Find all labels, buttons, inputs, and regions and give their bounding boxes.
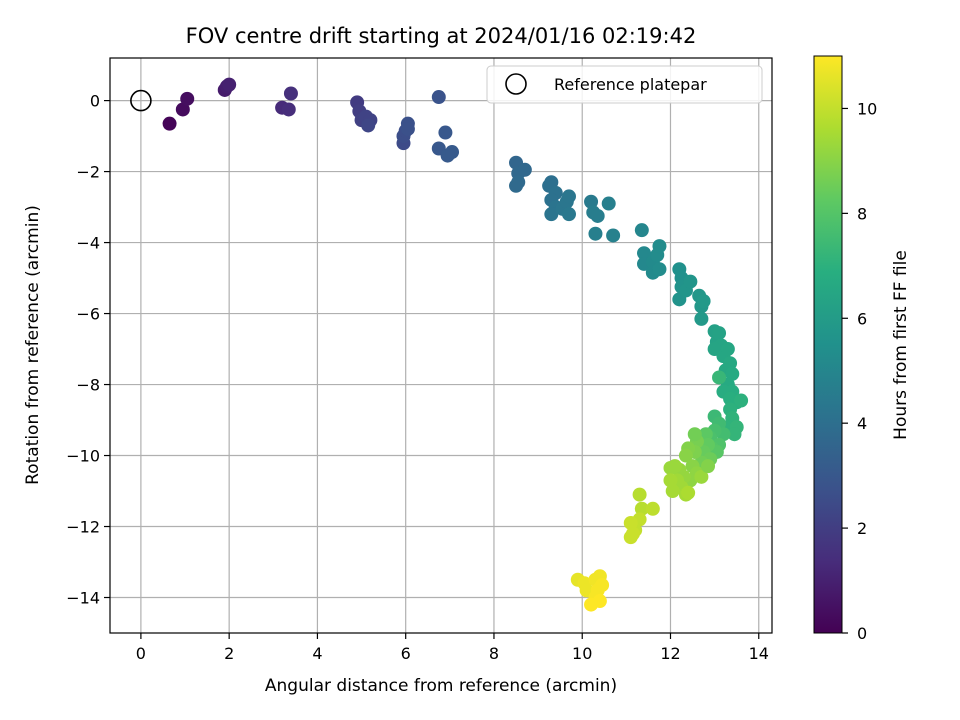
data-point: [652, 262, 667, 277]
data-point: [687, 427, 702, 442]
data-point: [678, 448, 693, 463]
data-point: [727, 427, 742, 442]
data-point: [544, 175, 559, 190]
data-point: [712, 326, 727, 341]
chart-title: FOV centre drift starting at 2024/01/16 …: [186, 24, 697, 48]
colorbar-tick-label: 10: [857, 99, 877, 118]
y-tick-label: −6: [76, 305, 100, 324]
data-point: [162, 116, 177, 131]
y-axis-ticks: 0 −2 −4 −6 −8 −10 −12 −14: [66, 92, 110, 608]
data-point: [584, 597, 599, 612]
colorbar-tick-label: 8: [857, 204, 867, 223]
data-point: [517, 162, 532, 177]
colorbar-tick-label: 0: [857, 624, 867, 643]
legend-box: [486, 65, 763, 104]
data-point: [725, 366, 740, 381]
data-point: [584, 194, 599, 209]
y-tick-label: −2: [76, 163, 100, 182]
data-point: [634, 223, 649, 238]
plot-frame: [109, 57, 773, 634]
y-tick-label: −4: [76, 234, 100, 253]
data-point: [634, 501, 649, 516]
x-tick-label: 12: [660, 644, 680, 663]
data-point: [601, 196, 616, 211]
data-point: [663, 460, 678, 475]
data-point: [632, 487, 647, 502]
data-point: [544, 207, 559, 222]
y-tick-label: −10: [66, 447, 100, 466]
data-point: [283, 86, 298, 101]
data-point: [734, 393, 749, 408]
data-point: [712, 370, 727, 385]
x-tick-label: 4: [312, 644, 322, 663]
legend-entry-reference-platepar: Reference platepar: [554, 75, 707, 94]
data-point: [561, 189, 576, 204]
data-point: [561, 207, 576, 222]
data-point: [511, 175, 526, 190]
data-point: [683, 274, 698, 289]
legend-open-circle-icon: [505, 73, 527, 95]
data-points: [162, 77, 749, 612]
x-tick-label: 0: [136, 644, 146, 663]
data-point: [623, 515, 638, 530]
data-point: [665, 484, 680, 499]
data-point: [637, 246, 652, 261]
colorbar: [813, 55, 843, 634]
x-tick-label: 8: [489, 644, 499, 663]
data-point: [588, 226, 603, 241]
data-point: [652, 239, 667, 254]
data-point: [445, 145, 460, 160]
data-point: [222, 77, 237, 92]
data-point: [696, 294, 711, 309]
data-point: [431, 90, 446, 105]
x-tick-label: 14: [749, 644, 769, 663]
colorbar-label: Hours from first FF file: [891, 250, 911, 440]
data-point: [694, 469, 709, 484]
data-point: [645, 501, 660, 516]
legend: Reference platepar: [486, 65, 763, 104]
y-tick-label: 0: [90, 92, 100, 111]
data-point: [438, 125, 453, 140]
x-tick-label: 2: [224, 644, 234, 663]
data-point: [606, 228, 621, 243]
y-tick-label: −8: [76, 376, 100, 395]
x-axis-ticks: 0 2 4 6 8 10 12 14: [136, 633, 769, 663]
data-point: [701, 459, 716, 474]
data-point: [180, 91, 195, 106]
colorbar-tick-label: 2: [857, 519, 867, 538]
x-tick-label: 10: [572, 644, 592, 663]
reference-platepar-marker: [130, 89, 152, 112]
data-point: [681, 485, 696, 500]
data-point: [400, 121, 415, 136]
data-point: [625, 526, 640, 541]
data-point: [281, 102, 296, 117]
y-tick-label: −14: [66, 589, 100, 608]
y-tick-label: −12: [66, 518, 100, 537]
x-axis-label: Angular distance from reference (arcmin): [265, 676, 617, 696]
colorbar-tick-label: 6: [857, 309, 867, 328]
x-tick-label: 6: [401, 644, 411, 663]
colorbar-tick-label: 4: [857, 414, 867, 433]
data-point: [590, 208, 605, 223]
colorbar-ticks: 0 2 4 6 8 10: [842, 99, 877, 643]
y-axis-label: Rotation from reference (arcmin): [23, 205, 43, 485]
data-point: [175, 102, 190, 117]
data-point: [720, 342, 735, 357]
data-point: [663, 473, 678, 488]
data-point: [361, 118, 376, 133]
data-point: [694, 311, 709, 326]
